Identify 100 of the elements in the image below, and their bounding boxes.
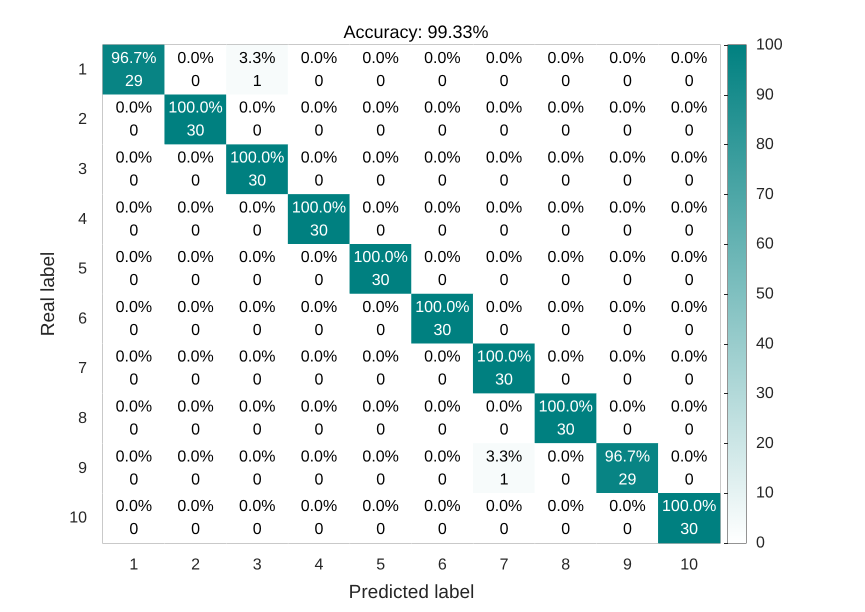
data-label: 0.0% 0: [239, 199, 276, 240]
data-label: 0.0% 0: [116, 249, 152, 290]
color-bar-label: 60: [756, 236, 774, 253]
data-label: 0.0% 0: [609, 100, 646, 140]
data-label: 0.0% 0: [670, 398, 708, 438]
data-label: 3.3% 1: [239, 50, 276, 90]
x-tick-label: 8: [561, 556, 570, 574]
data-label: 0.0% 0: [362, 348, 399, 389]
data-label: 0.0% 0: [239, 448, 276, 488]
data-label: 0.0% 0: [177, 448, 214, 488]
color-bar-label: 40: [756, 335, 774, 352]
data-label: 0.0% 0: [670, 50, 708, 90]
color-bar-label: 90: [756, 86, 774, 104]
color-bar-label: 50: [756, 286, 774, 302]
data-label: 0.0% 0: [116, 100, 152, 140]
data-label: 0.0% 0: [116, 150, 152, 190]
data-label: 0.0% 0: [300, 50, 338, 90]
data-label: 0.0% 0: [548, 50, 584, 90]
data-label: 0.0% 0: [300, 150, 338, 190]
data-label: 0.0% 0: [300, 348, 338, 389]
data-label: 0.0% 0: [424, 50, 461, 90]
data-label: 0.0% 0: [486, 150, 522, 190]
data-label: 0.0% 0: [424, 199, 461, 240]
data-label: 0.0% 0: [177, 199, 214, 240]
chart-title: Accuracy: 99.33%: [343, 22, 489, 42]
data-label: 0.0% 0: [362, 100, 399, 140]
data-label: 0.0% 0: [486, 498, 522, 538]
y-tick-label: 4: [78, 210, 88, 228]
data-label: 0.0% 0: [548, 199, 584, 240]
y-tick-label: 7: [78, 360, 88, 378]
x-tick-label: 1: [129, 556, 138, 574]
data-label: 0.0% 0: [486, 298, 522, 339]
data-label: 0.0% 0: [424, 348, 461, 389]
data-label: 0.0% 0: [116, 498, 152, 538]
data-label: 0.0% 0: [424, 150, 461, 190]
data-label: 0.0% 0: [300, 498, 338, 538]
data-label: 0.0% 0: [486, 100, 522, 140]
data-label: 0.0% 0: [670, 348, 708, 389]
data-label: 0.0% 0: [424, 100, 461, 140]
data-label: 0.0% 0: [486, 398, 522, 438]
data-label: 96.7% 29: [604, 448, 650, 488]
color-bar-label: 30: [756, 385, 774, 402]
x-tick-label: 4: [314, 556, 324, 574]
data-label: 0.0% 0: [670, 448, 708, 488]
y-tick-label: 1: [78, 61, 88, 78]
data-label: 0.0% 0: [548, 249, 584, 290]
data-label: 0.0% 0: [300, 398, 338, 438]
data-label: 100.0% 30: [662, 498, 716, 538]
data-label: 0.0% 0: [300, 448, 338, 488]
data-label: 0.0% 0: [177, 150, 214, 190]
data-label: 0.0% 0: [239, 298, 276, 339]
data-label: 0.0% 0: [609, 498, 646, 538]
data-label: 0.0% 0: [177, 348, 214, 389]
data-label: 0.0% 0: [116, 448, 152, 488]
data-label: 0.0% 0: [177, 498, 214, 538]
color-bar-label: 10: [756, 484, 774, 502]
y-tick-label: 10: [69, 510, 88, 527]
data-label: 0.0% 0: [609, 398, 646, 438]
data-label: 3.3% 1: [486, 448, 522, 488]
data-label: 0.0% 0: [116, 398, 152, 438]
data-label: 100.0% 30: [354, 249, 408, 290]
x-tick-label: 9: [622, 556, 632, 574]
x-tick-label: 7: [500, 556, 509, 574]
data-label: 0.0% 0: [362, 498, 399, 538]
data-label: 100.0% 30: [230, 150, 284, 190]
data-label: 100.0% 30: [476, 348, 532, 389]
data-label: 100.0% 30: [168, 100, 223, 140]
data-label: 0.0% 0: [670, 100, 708, 140]
color-bar-label: 0: [756, 534, 765, 552]
data-label: 0.0% 0: [239, 398, 276, 438]
data-label: 0.0% 0: [548, 348, 584, 389]
data-label: 0.0% 0: [424, 398, 461, 438]
data-label: 0.0% 0: [670, 298, 708, 339]
color-bar-label: 100: [756, 36, 783, 54]
data-label: 0.0% 0: [362, 448, 399, 488]
data-label: 100.0% 30: [538, 398, 593, 438]
data-label: 0.0% 0: [609, 50, 646, 90]
data-label: 0.0% 0: [300, 249, 338, 290]
x-tick-label: 6: [438, 556, 447, 574]
data-label: 0.0% 0: [609, 298, 646, 339]
data-label: 0.0% 0: [239, 249, 276, 290]
data-label: 96.7% 29: [111, 50, 157, 90]
data-label: 0.0% 0: [362, 50, 399, 90]
data-label: 0.0% 0: [609, 249, 646, 290]
data-label: 0.0% 0: [177, 298, 214, 339]
y-tick-label: 8: [78, 410, 88, 427]
data-label: 100.0% 30: [415, 298, 470, 339]
data-label: 0.0% 0: [424, 448, 461, 488]
data-label: 0.0% 0: [362, 150, 399, 190]
data-label: 0.0% 0: [548, 498, 584, 538]
data-label: 0.0% 0: [548, 448, 584, 488]
x-tick-label: 10: [680, 556, 698, 574]
y-tick-label: 2: [78, 111, 88, 128]
data-label: 100.0% 30: [292, 199, 346, 240]
data-label: 0.0% 0: [548, 298, 584, 339]
data-label: 0.0% 0: [300, 100, 338, 140]
data-label: 0.0% 0: [362, 398, 399, 438]
data-label: 0.0% 0: [177, 398, 214, 438]
data-label: 0.0% 0: [486, 249, 522, 290]
y-tick-label: 9: [78, 460, 88, 477]
